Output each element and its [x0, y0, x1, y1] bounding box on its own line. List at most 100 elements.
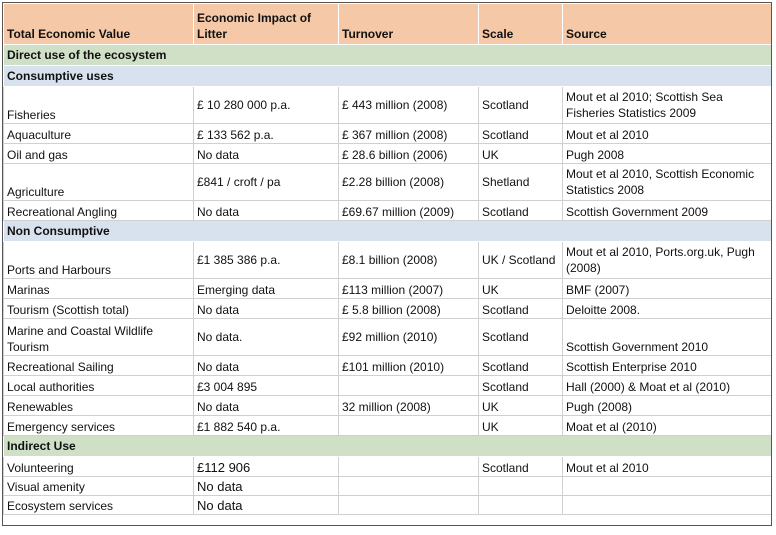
- cell-impact: No data: [193, 200, 339, 221]
- cell-scale: Scotland: [478, 355, 563, 376]
- cell-value: Agriculture: [3, 163, 194, 201]
- header-economic-impact: Economic Impact of Litter: [193, 3, 339, 45]
- cell-turnover: [338, 456, 479, 477]
- cell-source: Deloitte 2008.: [562, 298, 771, 319]
- header-source: Source: [562, 3, 771, 45]
- cell-scale: Scotland: [478, 298, 563, 319]
- cell-impact: No data.: [193, 318, 339, 356]
- table-row: Recreational Sailing No data £101 millio…: [3, 355, 771, 376]
- cell-turnover: £8.1 billion (2008): [338, 241, 479, 279]
- table-row: Marinas Emerging data £113 million (2007…: [3, 278, 771, 299]
- cell-scale: UK: [478, 415, 563, 436]
- cell-impact: No data: [193, 395, 339, 416]
- section-title: Indirect Use: [3, 435, 771, 457]
- cell-value: Recreational Sailing: [3, 355, 194, 376]
- cell-source: Mout et al 2010, Scottish Economic Stati…: [562, 163, 771, 201]
- cell-source: [562, 495, 771, 515]
- cell-turnover: [338, 495, 479, 515]
- cell-source: Scottish Enterprise 2010: [562, 355, 771, 376]
- header-total-economic-value: Total Economic Value: [3, 3, 194, 45]
- header-turnover: Turnover: [338, 3, 479, 45]
- cell-source: Hall (2000) & Moat et al (2010): [562, 375, 771, 396]
- cell-impact: No data: [193, 476, 339, 496]
- cell-source: Mout et al 2010: [562, 456, 771, 477]
- subsection-row-consumptive: Consumptive uses: [3, 65, 771, 87]
- cell-source: Moat et al (2010): [562, 415, 771, 436]
- cell-turnover: £ 443 million (2008): [338, 86, 479, 124]
- table-row: Aquaculture £ 133 562 p.a. £ 367 million…: [3, 123, 771, 144]
- table-row: Volunteering £112 906 Scotland Mout et a…: [3, 456, 771, 477]
- cell-value: Ports and Harbours: [3, 241, 194, 279]
- table-row: Renewables No data 32 million (2008) UK …: [3, 395, 771, 416]
- cell-scale: Scotland: [478, 123, 563, 144]
- header-scale: Scale: [478, 3, 563, 45]
- economic-value-table-frame: Total Economic Value Economic Impact of …: [2, 2, 772, 526]
- subsection-title: Consumptive uses: [3, 65, 771, 87]
- cell-value: Fisheries: [3, 86, 194, 124]
- economic-value-table: Total Economic Value Economic Impact of …: [3, 3, 771, 515]
- cell-scale: Shetland: [478, 163, 563, 201]
- cell-impact: £ 133 562 p.a.: [193, 123, 339, 144]
- cell-turnover: [338, 415, 479, 436]
- cell-impact: No data: [193, 495, 339, 515]
- cell-scale: Scotland: [478, 456, 563, 477]
- cell-scale: UK: [478, 278, 563, 299]
- cell-value: Recreational Angling: [3, 200, 194, 221]
- cell-scale: Scotland: [478, 200, 563, 221]
- cell-impact: Emerging data: [193, 278, 339, 299]
- cell-value: Aquaculture: [3, 123, 194, 144]
- cell-impact: £1 385 386 p.a.: [193, 241, 339, 279]
- section-row-direct: Direct use of the ecosystem: [3, 44, 771, 66]
- cell-value: Marine and Coastal Wildlife Tourism: [3, 318, 194, 356]
- cell-source: Mout et al 2010, Ports.org.uk, Pugh (200…: [562, 241, 771, 279]
- table-row: Agriculture £841 / croft / pa £2.28 bill…: [3, 163, 771, 201]
- header-row: Total Economic Value Economic Impact of …: [3, 3, 771, 45]
- table-row: Marine and Coastal Wildlife Tourism No d…: [3, 318, 771, 356]
- cell-impact: £3 004 895: [193, 375, 339, 396]
- cell-source: Pugh (2008): [562, 395, 771, 416]
- cell-value: Tourism (Scottish total): [3, 298, 194, 319]
- cell-source: Pugh 2008: [562, 143, 771, 164]
- cell-turnover: £ 28.6 billion (2006): [338, 143, 479, 164]
- cell-source: Mout et al 2010; Scottish Sea Fisheries …: [562, 86, 771, 124]
- cell-value: Ecosystem services: [3, 495, 194, 515]
- table-row: Recreational Angling No data £69.67 mill…: [3, 200, 771, 221]
- cell-scale: Scotland: [478, 318, 563, 356]
- cell-value: Visual amenity: [3, 476, 194, 496]
- cell-impact: £841 / croft / pa: [193, 163, 339, 201]
- cell-source: Scottish Government 2010: [562, 318, 771, 356]
- cell-turnover: [338, 375, 479, 396]
- cell-turnover: £69.67 million (2009): [338, 200, 479, 221]
- cell-turnover: [338, 476, 479, 496]
- cell-scale: UK: [478, 143, 563, 164]
- table-row: Visual amenity No data: [3, 476, 771, 496]
- table-row: Local authorities £3 004 895 Scotland Ha…: [3, 375, 771, 396]
- subsection-title: Non Consumptive: [3, 220, 771, 242]
- cell-source: BMF (2007): [562, 278, 771, 299]
- cell-scale: UK: [478, 395, 563, 416]
- cell-value: Emergency services: [3, 415, 194, 436]
- cell-turnover: £ 367 million (2008): [338, 123, 479, 144]
- section-title: Direct use of the ecosystem: [3, 44, 771, 66]
- cell-source: [562, 476, 771, 496]
- cell-value: Volunteering: [3, 456, 194, 477]
- cell-impact: No data: [193, 143, 339, 164]
- cell-turnover: 32 million (2008): [338, 395, 479, 416]
- cell-value: Local authorities: [3, 375, 194, 396]
- cell-value: Oil and gas: [3, 143, 194, 164]
- cell-source: Scottish Government 2009: [562, 200, 771, 221]
- table-row: Ports and Harbours £1 385 386 p.a. £8.1 …: [3, 241, 771, 279]
- table-row: Oil and gas No data £ 28.6 billion (2006…: [3, 143, 771, 164]
- cell-impact: £1 882 540 p.a.: [193, 415, 339, 436]
- cell-value: Renewables: [3, 395, 194, 416]
- cell-impact: No data: [193, 298, 339, 319]
- cell-scale: Scotland: [478, 86, 563, 124]
- cell-scale: Scotland: [478, 375, 563, 396]
- section-row-indirect: Indirect Use: [3, 435, 771, 457]
- cell-turnover: £92 million (2010): [338, 318, 479, 356]
- cell-value: Marinas: [3, 278, 194, 299]
- table-row: Emergency services £1 882 540 p.a. UK Mo…: [3, 415, 771, 436]
- cell-turnover: £2.28 billion (2008): [338, 163, 479, 201]
- cell-turnover: £113 million (2007): [338, 278, 479, 299]
- cell-source: Mout et al 2010: [562, 123, 771, 144]
